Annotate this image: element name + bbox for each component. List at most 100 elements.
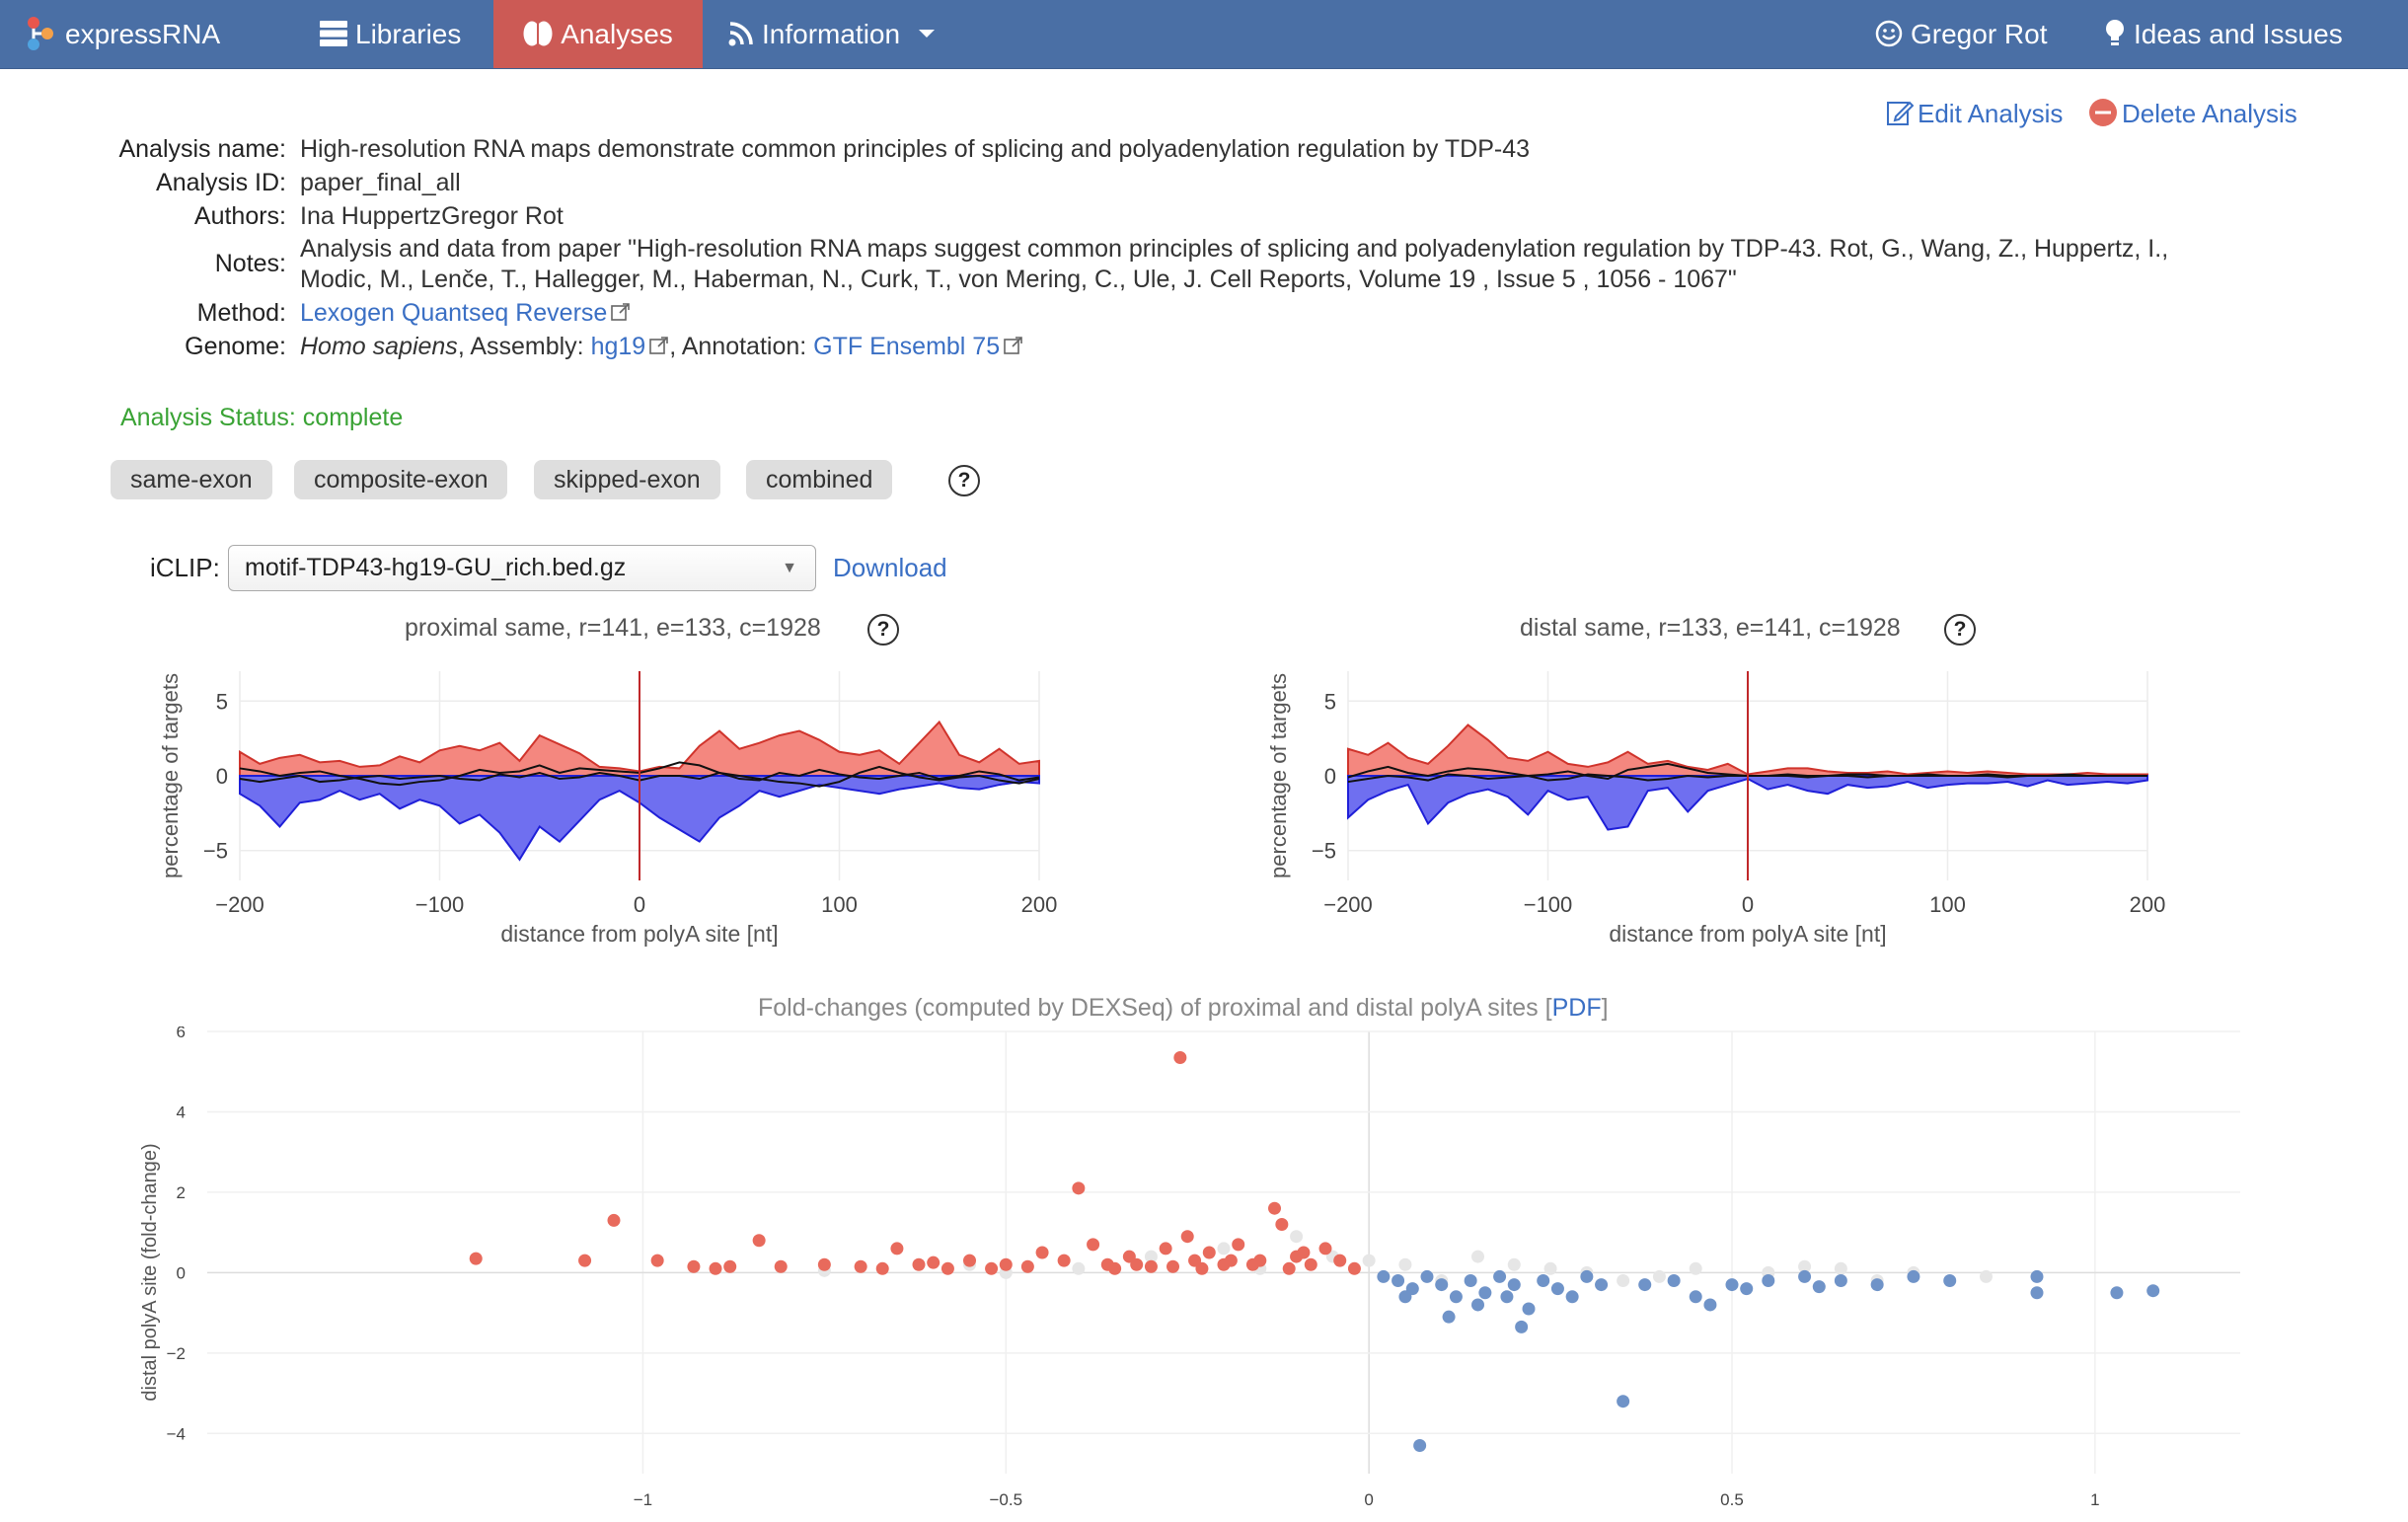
scatter-point-up <box>1275 1217 1289 1231</box>
pdf-bracket-open: [ <box>1544 994 1552 1022</box>
download-link[interactable]: Download <box>833 553 947 582</box>
genome-label: Genome: <box>185 333 286 360</box>
scatter-point-down <box>2110 1286 2124 1300</box>
distal-xtick-label: 0 <box>1742 892 1754 917</box>
distal-help-icon[interactable]: ? <box>1944 614 1976 646</box>
scatter-xtick-label: −1 <box>634 1490 652 1509</box>
scatter-point-up <box>963 1254 976 1267</box>
distal-chart-title: distal same, r=133, e=141, c=1928 <box>1520 614 1901 642</box>
pdf-link[interactable]: PDF <box>1551 994 1602 1022</box>
proximal-help-icon[interactable]: ? <box>867 614 899 646</box>
distal-xlabel: distance from polyA site [nt] <box>1609 921 1886 947</box>
annotation-link[interactable]: GTF Ensembl 75 <box>813 333 1001 360</box>
scatter-point-neutral <box>1398 1257 1412 1271</box>
lightbulb-icon <box>2106 19 2124 45</box>
nav-libraries-label: Libraries <box>355 19 462 49</box>
filter-skipped-exon[interactable]: skipped-exon <box>534 460 720 499</box>
nav-information-label: Information <box>762 19 901 49</box>
scatter-xtick-label: 0.5 <box>1720 1490 1744 1509</box>
proximal-xtick-label: −200 <box>215 892 264 917</box>
scatter-point-up <box>607 1213 621 1227</box>
scatter-point-neutral <box>1290 1230 1304 1244</box>
brand-name: expressRNA <box>65 19 221 49</box>
proximal-xtick-label: 0 <box>634 892 645 917</box>
scatter-xtick-label: −0.5 <box>990 1490 1023 1509</box>
scatter-point-down <box>1725 1278 1739 1292</box>
distal-chart: −200 −100 0 100 200 5 0 −5 distance from polyA s… <box>1266 671 2166 947</box>
edit-analysis-link[interactable]: Edit Analysis <box>1886 99 2063 129</box>
minus-circle-icon <box>2089 99 2117 127</box>
scatter-point-down <box>1762 1274 1775 1288</box>
filter-help-icon[interactable]: ? <box>948 465 980 496</box>
scatter-point-down <box>1638 1278 1652 1292</box>
proximal-chart: −200 −100 0 100 200 5 0 −5 distance from polyA s… <box>158 671 1057 947</box>
scatter-point-down <box>1740 1282 1754 1296</box>
proximal-xtick-label: 100 <box>821 892 858 917</box>
delete-analysis-label: Delete Analysis <box>2122 99 2297 128</box>
scatter-point-up <box>709 1261 722 1275</box>
annotation-label: , Annotation: <box>669 333 814 360</box>
proximal-ytick-label: 5 <box>216 689 228 714</box>
scatter-point-down <box>1377 1269 1391 1283</box>
scatter-point-up <box>1318 1242 1332 1256</box>
scatter-point-up <box>1159 1242 1172 1256</box>
method-label: Method: <box>196 299 286 327</box>
proximal-area-down <box>239 775 1040 862</box>
scatter-point-up <box>1072 1181 1086 1195</box>
scatter-point-down <box>1565 1290 1579 1304</box>
scatter-point-down <box>1442 1310 1456 1324</box>
scatter-point-up <box>1195 1261 1209 1275</box>
expressrna-logo-icon <box>28 16 53 50</box>
scatter-point-up <box>999 1257 1013 1271</box>
scatter-point-up <box>1245 1257 1259 1271</box>
scatter-point-up <box>1035 1246 1049 1259</box>
scatter-point-up <box>1232 1238 1245 1252</box>
nav-information-dropdown[interactable]: Information <box>728 0 936 68</box>
nav-user[interactable]: Gregor Rot <box>1875 0 2048 68</box>
filter-composite-exon[interactable]: composite-exon <box>294 460 508 499</box>
scatter-point-neutral <box>1834 1261 1847 1275</box>
nav-ideas[interactable]: Ideas and Issues <box>2104 0 2343 68</box>
scatter-point-down <box>2030 1286 2044 1300</box>
scatter-point-down <box>1703 1298 1717 1312</box>
scatter-point-down <box>1907 1269 1920 1283</box>
scatter-ytick-label: 2 <box>177 1183 186 1202</box>
scatter-point-up <box>817 1257 831 1271</box>
scatter-point-down <box>1392 1274 1405 1288</box>
scatter-point-up <box>854 1259 867 1273</box>
scatter-point-up <box>1202 1246 1216 1259</box>
scatter-point-up <box>1347 1261 1361 1275</box>
scatter-point-up <box>1130 1257 1144 1271</box>
method-link[interactable]: Lexogen Quantseq Reverse <box>300 299 608 327</box>
distal-area-down <box>1347 775 2148 831</box>
scatter-point-down <box>1435 1278 1449 1292</box>
analysis-name-label: Analysis name: <box>118 135 286 163</box>
scatter-point-up <box>875 1261 889 1275</box>
scatter-point-up <box>941 1261 954 1275</box>
brand-link[interactable]: expressRNA <box>24 0 220 68</box>
analysis-id-value: paper_final_all <box>300 169 461 196</box>
scatter-point-neutral <box>1617 1274 1630 1288</box>
notes-line-2: Modic, M., Lenče, T., Hallegger, M., Hab… <box>300 266 1737 293</box>
proximal-ytick-label: 0 <box>216 764 228 789</box>
assembly-link[interactable]: hg19 <box>590 333 646 360</box>
delete-analysis-link[interactable]: Delete Analysis <box>2088 99 2297 130</box>
nav-analyses[interactable]: Analyses <box>493 0 703 68</box>
distal-xtick-label: 200 <box>2130 892 2166 917</box>
brain-icon <box>523 21 553 46</box>
filter-combined[interactable]: combined <box>746 460 893 499</box>
method-value: Lexogen Quantseq Reverse <box>300 299 631 328</box>
scatter-point-up <box>1020 1259 1034 1273</box>
scatter-point-up <box>469 1252 483 1265</box>
proximal-ylabel: percentage of targets <box>158 673 183 878</box>
scatter-point-down <box>1798 1269 1812 1283</box>
nav-libraries[interactable]: Libraries <box>320 0 461 68</box>
filter-same-exon[interactable]: same-exon <box>111 460 272 499</box>
iclip-select[interactable]: motif-TDP43-hg19-GU_rich.bed.gz ▼ <box>228 545 816 591</box>
scatter-point-down <box>1471 1298 1484 1312</box>
scatter-point-neutral <box>1217 1242 1231 1256</box>
scatter-point-down <box>1398 1290 1412 1304</box>
scatter-point-down <box>1449 1290 1463 1304</box>
scatter-point-down <box>1834 1274 1847 1288</box>
foldchange-chart-title: Fold-changes (computed by DEXSeq) of pro… <box>758 994 1609 1023</box>
